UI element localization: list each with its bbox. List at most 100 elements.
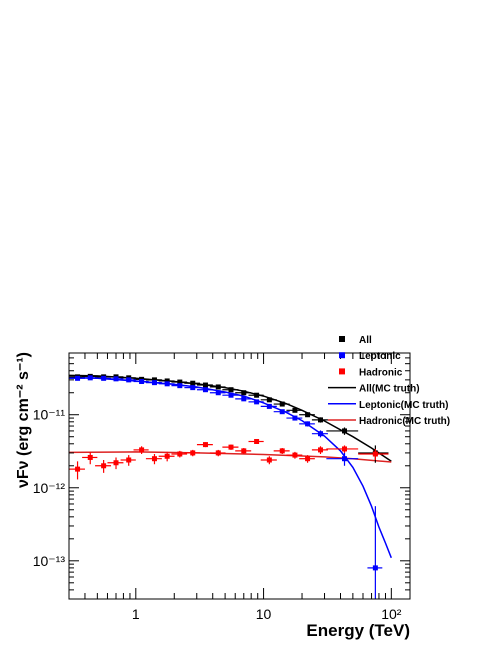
marker xyxy=(317,431,323,437)
marker xyxy=(266,403,272,409)
marker xyxy=(101,463,107,469)
point-hadronic xyxy=(299,455,315,463)
point-hadronic xyxy=(311,446,328,454)
marker xyxy=(139,447,145,453)
y-tick-label: 10⁻¹¹ xyxy=(33,407,66,423)
marker xyxy=(215,384,221,390)
marker xyxy=(228,392,234,398)
marker xyxy=(372,451,378,457)
marker xyxy=(241,448,247,454)
marker xyxy=(254,438,260,444)
point-leptonic xyxy=(235,396,252,402)
marker xyxy=(190,380,196,386)
point-hadronic xyxy=(95,459,112,473)
marker xyxy=(87,375,93,381)
legend-entry-hadronic: Hadronic xyxy=(339,367,403,378)
point-hadronic xyxy=(196,442,213,448)
marker xyxy=(164,381,170,387)
legend-label: All(MC truth) xyxy=(359,384,420,395)
point-hadronic xyxy=(326,445,359,453)
point-hadronic xyxy=(235,448,252,454)
marker xyxy=(75,466,81,472)
x-tick-label: 10 xyxy=(256,606,272,622)
marker xyxy=(241,396,247,402)
marker xyxy=(177,379,183,385)
point-leptonic xyxy=(184,385,200,391)
y-tick-label: 10⁻¹² xyxy=(33,480,66,496)
marker xyxy=(113,460,119,466)
point-all xyxy=(273,401,290,407)
marker xyxy=(317,447,323,453)
marker xyxy=(151,380,157,386)
marker xyxy=(101,375,107,381)
marker xyxy=(126,377,132,383)
marker xyxy=(279,409,285,415)
marker xyxy=(164,453,170,459)
marker xyxy=(202,382,208,388)
x-axis-title: Energy (TeV) xyxy=(306,621,410,640)
legend-label: All xyxy=(359,335,372,346)
point-hadronic xyxy=(260,456,277,465)
legend-marker xyxy=(339,352,345,359)
y-tick-label: 10⁻¹³ xyxy=(33,553,66,569)
legend: All Leptonic Hadronic All(MC truth) Leptonic… xyxy=(328,335,450,427)
point-leptonic xyxy=(299,421,315,427)
marker xyxy=(292,415,298,421)
point-leptonic xyxy=(311,430,328,438)
y-axis-title: νFν (erg cm⁻² s⁻¹) xyxy=(15,352,32,488)
marker xyxy=(241,390,247,396)
point-all xyxy=(184,380,200,386)
point-leptonic xyxy=(196,387,213,393)
marker xyxy=(342,446,348,452)
marker xyxy=(164,378,170,384)
point-hadronic xyxy=(158,451,175,462)
marker xyxy=(305,421,311,427)
point-all xyxy=(260,397,277,403)
point-leptonic xyxy=(133,379,149,385)
point-all xyxy=(299,412,315,418)
point-hadronic xyxy=(145,453,162,465)
marker xyxy=(266,397,272,403)
marker xyxy=(372,565,378,571)
marker xyxy=(228,387,234,393)
legend-label: Hadronic xyxy=(359,367,403,378)
marker xyxy=(342,428,348,434)
marker xyxy=(292,452,298,458)
point-hadronic xyxy=(222,444,239,450)
mc-truth-curves xyxy=(68,374,392,559)
marker xyxy=(305,412,311,418)
point-leptonic xyxy=(82,375,98,381)
point-leptonic xyxy=(120,377,136,383)
point-hadronic xyxy=(69,461,85,480)
marker xyxy=(279,448,285,454)
axis-ticks xyxy=(68,352,410,600)
x-tick-label: 10² xyxy=(381,606,402,622)
point-hadronic xyxy=(171,450,188,458)
legend-marker xyxy=(339,336,345,342)
point-all xyxy=(235,390,252,396)
marker xyxy=(177,451,183,457)
point-all xyxy=(222,387,239,393)
point-all xyxy=(196,382,213,388)
marker xyxy=(139,379,145,385)
legend-entry-leptonic-mc-truth: Leptonic(MC truth) xyxy=(328,400,448,411)
legend-marker xyxy=(339,368,345,375)
point-all xyxy=(209,384,226,390)
point-leptonic xyxy=(260,403,277,409)
legend-label: Leptonic xyxy=(359,351,401,362)
legend-entry-all: All xyxy=(339,335,372,346)
point-all xyxy=(311,417,328,423)
point-leptonic xyxy=(158,381,175,387)
axis-tick-labels: 1 10 10² 10⁻¹³ 10⁻¹² 10⁻¹¹ xyxy=(33,407,402,622)
point-leptonic xyxy=(326,452,359,466)
point-leptonic xyxy=(273,409,290,415)
point-leptonic xyxy=(145,380,162,386)
marker xyxy=(305,456,311,462)
point-all xyxy=(248,392,264,398)
marker xyxy=(190,450,196,456)
point-leptonic xyxy=(222,392,239,398)
point-hadronic xyxy=(120,455,136,466)
marker xyxy=(202,387,208,393)
marker xyxy=(228,444,234,450)
